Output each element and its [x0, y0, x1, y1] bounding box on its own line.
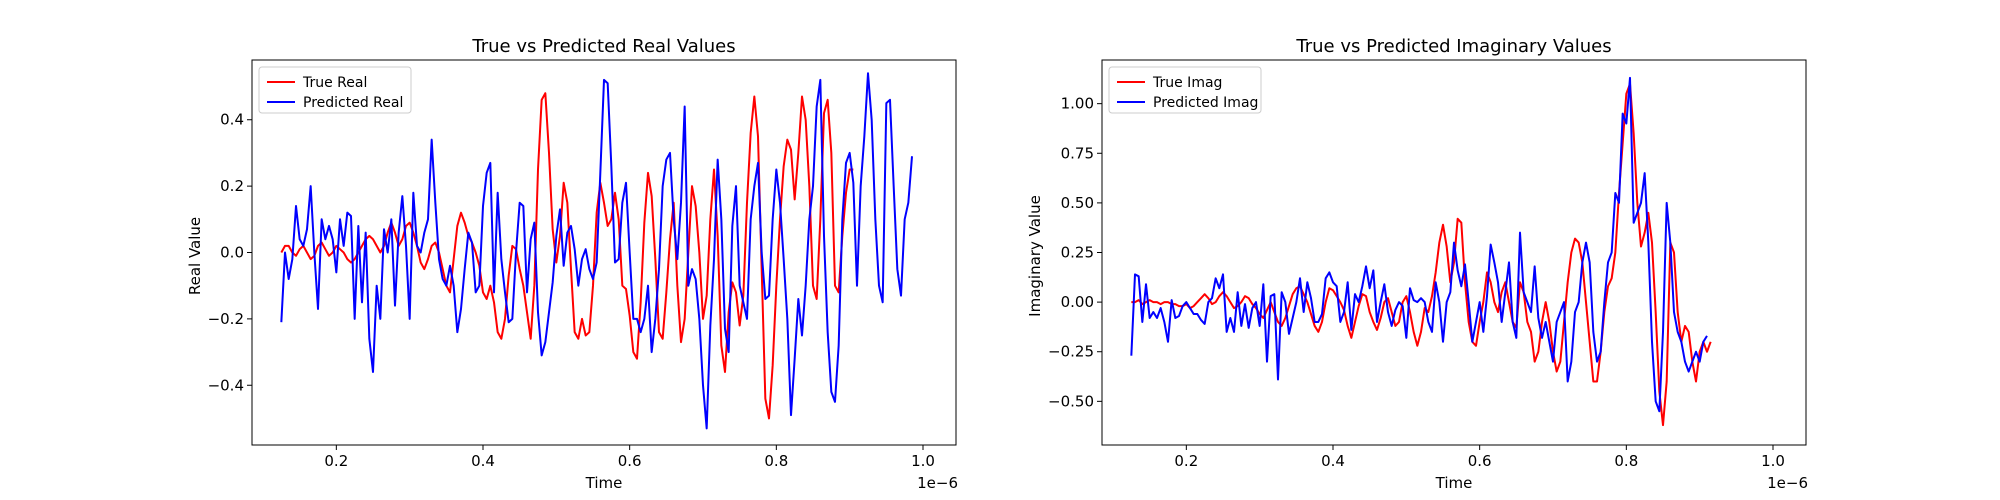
legend: True Real Predicted Real [258, 66, 412, 114]
y-tick-label: 0.0 [220, 244, 244, 262]
chart-title: True vs Predicted Imaginary Values [1295, 36, 1611, 57]
legend: True Imag Predicted Imag [1108, 66, 1262, 114]
imaginary-values-chart: True vs Predicted Imaginary Values Time … [1026, 36, 1808, 492]
x-tick-label: 0.4 [471, 452, 495, 470]
x-tick-label: 0.6 [1468, 452, 1492, 470]
x-axis-offset-label: 1e−6 [917, 474, 958, 492]
x-axis-label: Time [1435, 474, 1473, 492]
y-tick-label: −0.4 [208, 376, 244, 394]
legend-label-0: True Imag [1152, 75, 1222, 91]
real-values-chart: True vs Predicted Real Values Time Real … [186, 36, 958, 492]
legend-label-0: True Real [302, 75, 367, 91]
y-tick-label: 1.00 [1061, 95, 1094, 113]
series-line-1 [280, 72, 913, 430]
plot-area: 0.2 0.4 0.6 0.8 1.0 −0.4 −0.2 0.0 0.2 0.4 True Rea… [208, 59, 957, 470]
y-tick-label: −0.50 [1048, 392, 1094, 410]
y-tick-label: 0.50 [1061, 194, 1094, 212]
x-tick-label: 0.4 [1321, 452, 1345, 470]
y-axis-label: Real Value [186, 217, 204, 295]
x-tick-label: 0.6 [618, 452, 642, 470]
legend-box [258, 66, 412, 114]
chart-title: True vs Predicted Real Values [471, 36, 735, 57]
x-tick-label: 0.8 [764, 452, 788, 470]
y-tick-label: 0.4 [220, 111, 244, 129]
series-line-0 [1131, 82, 1712, 427]
x-tick-label: 0.8 [1614, 452, 1638, 470]
y-tick-label: 0.2 [220, 177, 244, 195]
y-tick-label: 0.25 [1061, 244, 1094, 262]
x-tick-label: 0.2 [324, 452, 348, 470]
series-line-0 [280, 92, 854, 420]
legend-label-1: Predicted Real [303, 95, 403, 111]
y-tick-label: −0.2 [208, 310, 244, 328]
x-axis-label: Time [585, 474, 623, 492]
x-tick-label: 0.2 [1174, 452, 1198, 470]
plot-area: 0.2 0.4 0.6 0.8 1.0 −0.50 −0.25 0.00 0.25 0.50 0.7… [1048, 59, 1807, 470]
y-tick-label: −0.25 [1048, 343, 1094, 361]
legend-label-1: Predicted Imag [1153, 95, 1258, 111]
series-line-1 [1130, 76, 1708, 413]
x-axis-offset-label: 1e−6 [1767, 474, 1808, 492]
y-axis-label: Imaginary Value [1026, 195, 1044, 317]
x-tick-label: 1.0 [1761, 452, 1785, 470]
x-tick-label: 1.0 [911, 452, 935, 470]
y-tick-label: 0.00 [1061, 293, 1094, 311]
y-tick-label: 0.75 [1061, 144, 1094, 162]
legend-box [1108, 66, 1262, 114]
